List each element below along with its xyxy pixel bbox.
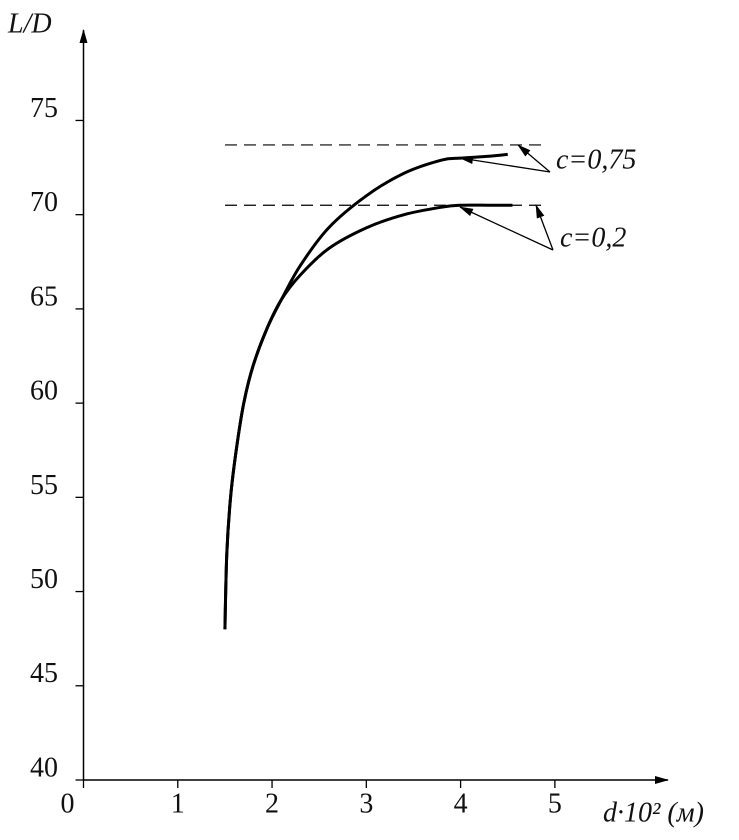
x-tick-label: 4 <box>454 788 468 819</box>
y-tick-label: 45 <box>30 658 58 689</box>
arrow <box>459 206 554 251</box>
x-axis-label: d·10² (м) <box>603 797 704 828</box>
x-tick-label: 2 <box>265 788 279 819</box>
data-line <box>223 152 508 630</box>
y-tick-label: 65 <box>30 281 58 312</box>
x-tick-label: 3 <box>359 788 373 819</box>
series-label: c=0,2 <box>560 222 626 253</box>
series-label: c=0,75 <box>556 144 636 175</box>
annotation-arrows <box>459 144 554 251</box>
y-tick-label: 70 <box>30 187 58 218</box>
y-tick-label: 50 <box>30 564 58 595</box>
data-line <box>223 203 513 630</box>
y-tick-label: 75 <box>30 93 58 124</box>
y-axis-label: L/D <box>7 8 52 39</box>
y-tick-label: 55 <box>30 470 58 501</box>
y-tick-label: 60 <box>30 376 58 407</box>
x-tick-label: 0 <box>61 788 75 819</box>
arrow <box>517 144 551 173</box>
y-tick-label: 40 <box>30 752 58 783</box>
x-tick-label: 1 <box>171 788 185 819</box>
arrow <box>459 156 551 173</box>
x-tick-label: 5 <box>548 788 562 819</box>
arrow <box>535 204 554 251</box>
